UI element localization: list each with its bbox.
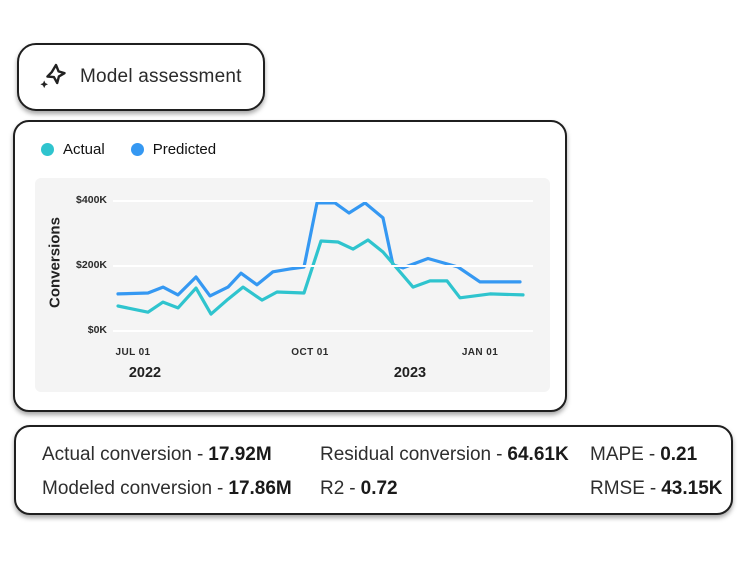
metric-separator: - <box>648 444 656 465</box>
metric-actual-conversion: Actual conversion -17.92M <box>42 444 292 466</box>
metrics-column-2: Residual conversion -64.61K R2-0.72 <box>320 444 569 500</box>
metric-label: Modeled conversion <box>42 478 213 499</box>
y-axis-tick-label: $0K <box>87 324 107 336</box>
metrics-column-3: MAPE -0.21 RMSE -43.15K <box>590 444 723 500</box>
conversions-line-chart: Conversions $0K $200K $400K JUL 01 OCT 01 JAN… <box>35 178 550 392</box>
chart-legend: Actual Predicted <box>41 141 216 158</box>
x-axis-year-label: 2022 <box>128 365 162 381</box>
metric-value: 17.86M <box>228 478 292 499</box>
metric-value: 43.15K <box>661 478 723 499</box>
metric-separator: - <box>649 478 657 499</box>
metric-separator: - <box>217 478 224 499</box>
x-axis-tick-label: OCT 01 <box>291 347 329 358</box>
chart-series-canvas <box>116 201 525 316</box>
actual-series-dot-icon <box>41 143 54 156</box>
metric-mape: MAPE -0.21 <box>590 444 723 466</box>
metric-separator: - <box>196 444 204 465</box>
predicted-series-dot-icon <box>130 143 144 156</box>
metric-label: Residual conversion <box>320 444 492 465</box>
legend-label-actual: Actual <box>63 141 105 158</box>
y-axis-tick-label: $400K <box>76 194 107 206</box>
metric-residual-conversion: Residual conversion -64.61K <box>320 444 569 466</box>
metric-r2: R2-0.72 <box>320 478 569 500</box>
metric-value: 64.61K <box>507 444 569 465</box>
x-axis-tick-label: JUL 01 <box>115 347 151 358</box>
legend-label-predicted: Predicted <box>152 141 217 158</box>
model-assessment-header: Model assessment <box>17 43 265 111</box>
x-axis-year-label: 2023 <box>393 365 427 381</box>
predicted-series-line <box>116 201 522 298</box>
legend-item-actual[interactable]: Actual <box>41 141 105 158</box>
metric-separator: - <box>349 478 356 499</box>
gridline <box>113 330 533 332</box>
metric-label: MAPE <box>590 444 644 465</box>
model-metrics-panel: Actual conversion -17.92M Modeled convers… <box>14 425 733 515</box>
metric-label: RMSE <box>590 478 645 499</box>
metric-label: R2 <box>320 478 345 499</box>
sparkle-icon <box>37 61 67 93</box>
gridline <box>113 265 533 267</box>
metric-value: 0.21 <box>660 444 698 465</box>
metric-value: 0.72 <box>360 478 398 499</box>
x-axis-tick-label: JAN 01 <box>461 347 499 358</box>
model-assessment-chart-card: Actual Predicted Conversions $0K $200K $40… <box>13 120 567 412</box>
legend-item-predicted[interactable]: Predicted <box>130 141 217 158</box>
page-title: Model assessment <box>80 66 242 87</box>
gridline <box>113 200 533 202</box>
actual-series-line <box>116 238 525 316</box>
y-axis-tick-label: $200K <box>76 259 107 271</box>
metrics-column-1: Actual conversion -17.92M Modeled convers… <box>42 444 292 500</box>
metric-value: 17.92M <box>208 444 272 465</box>
metric-label: Actual conversion <box>42 444 192 465</box>
metric-rmse: RMSE -43.15K <box>590 478 723 500</box>
metric-modeled-conversion: Modeled conversion -17.86M <box>42 478 292 500</box>
metric-separator: - <box>496 444 503 465</box>
